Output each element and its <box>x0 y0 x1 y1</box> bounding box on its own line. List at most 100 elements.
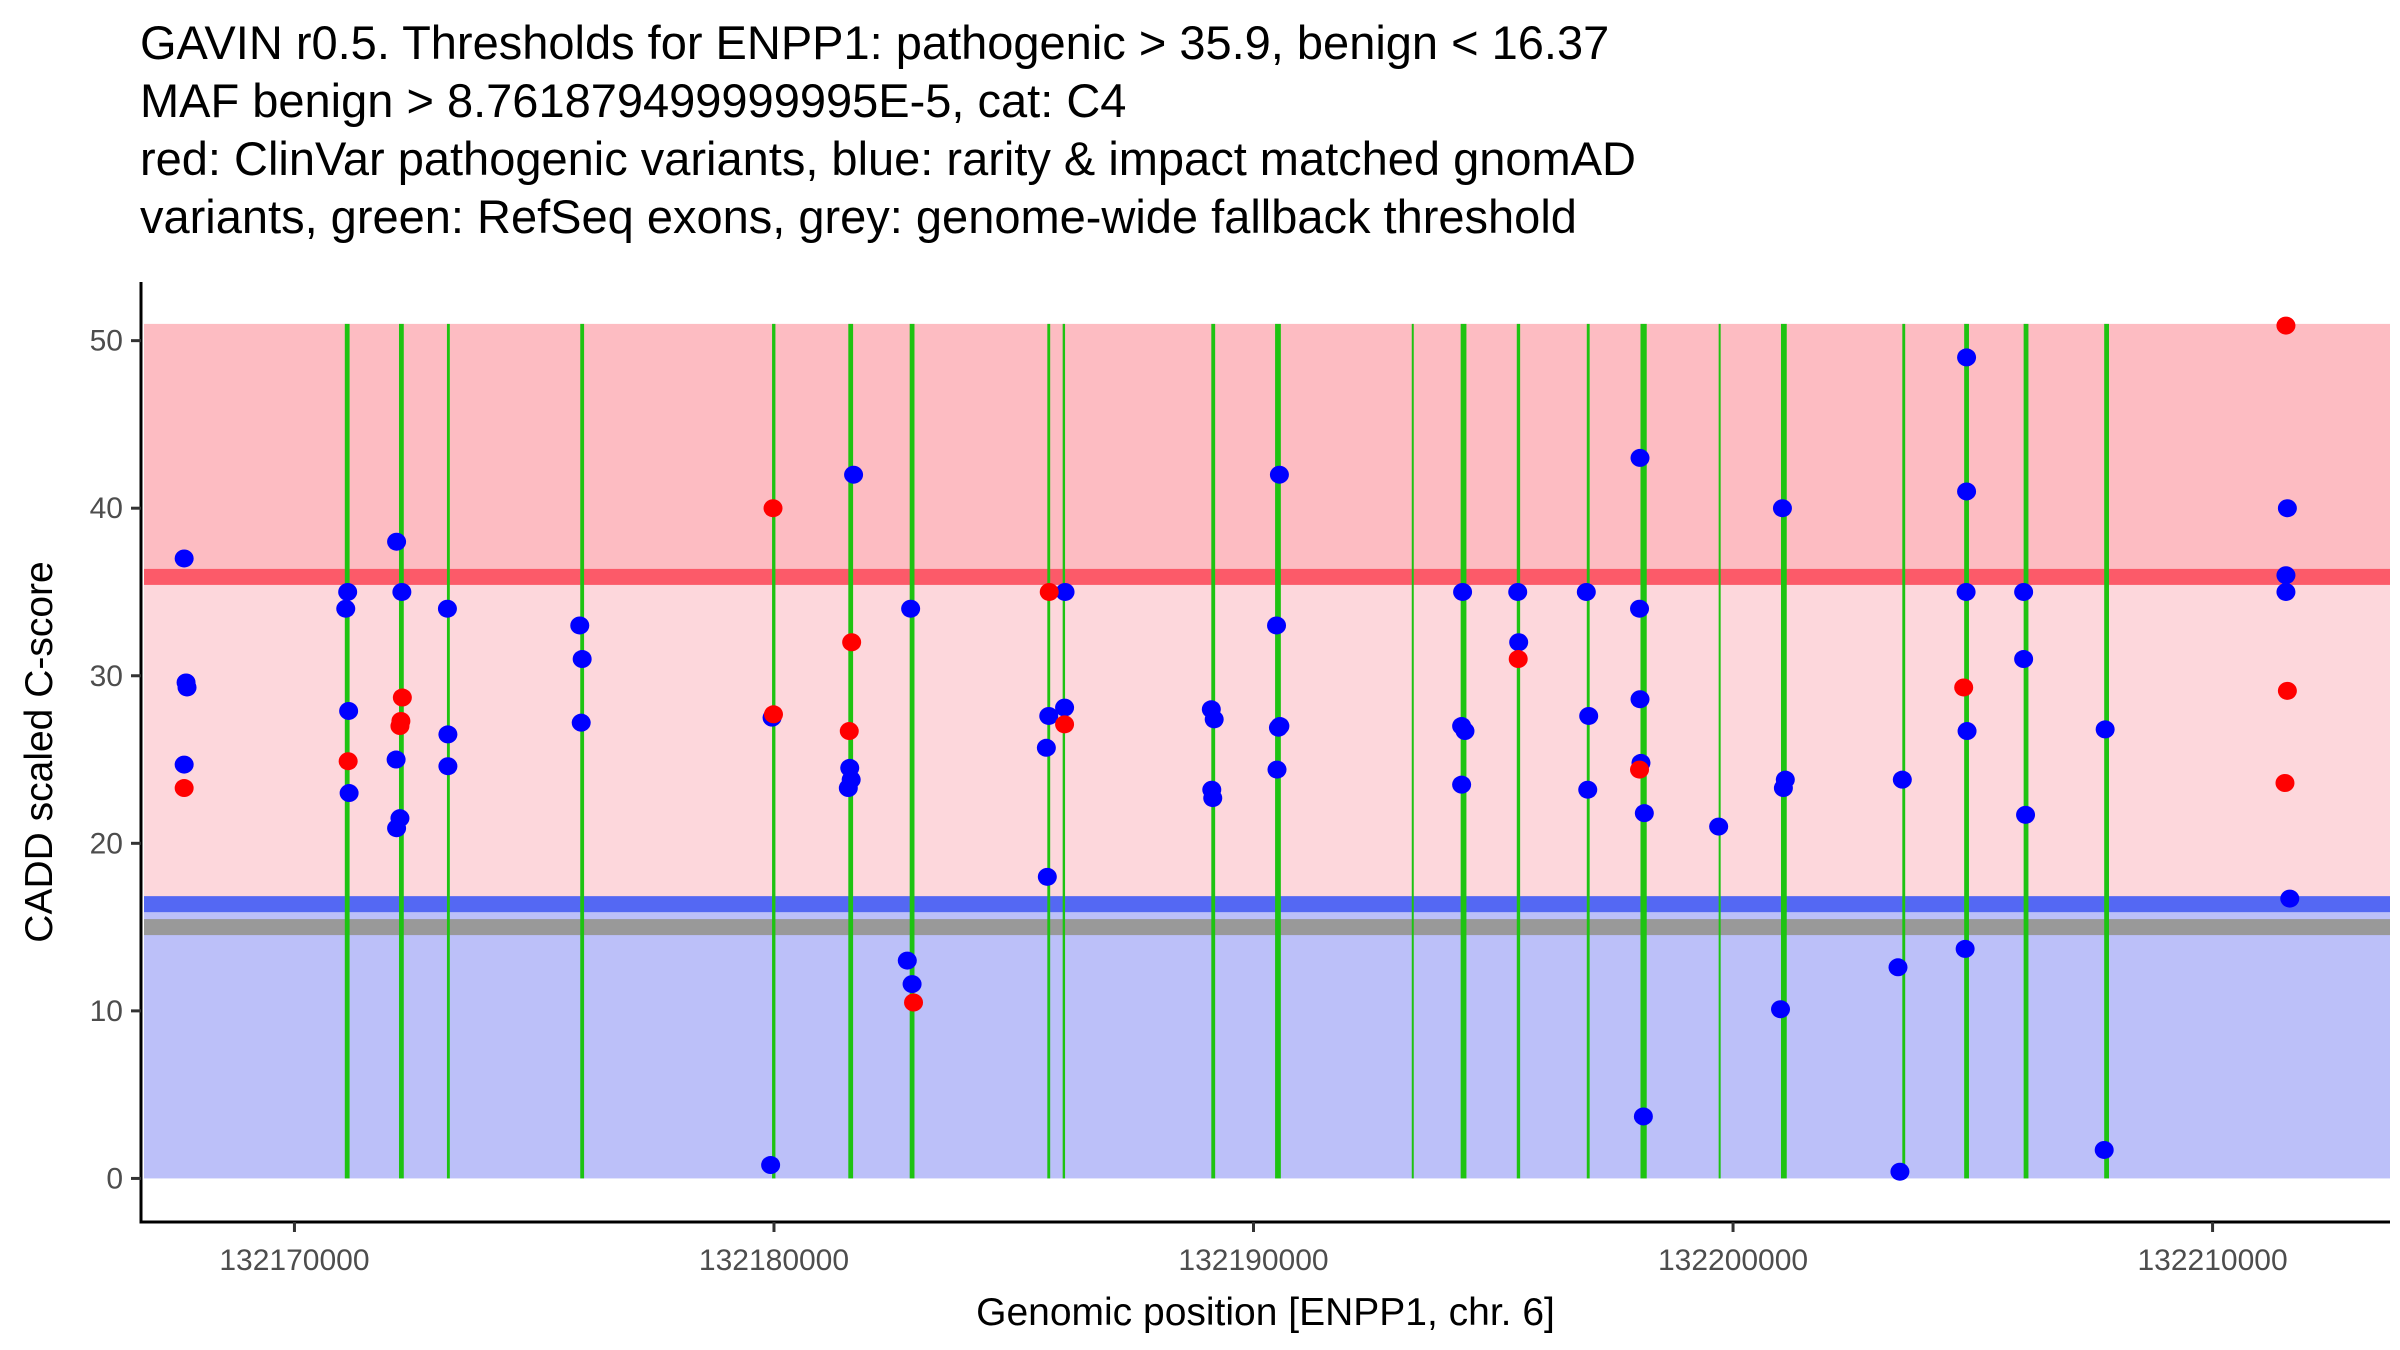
y-tick-label: 10 <box>90 995 123 1028</box>
gnomad-point <box>897 951 917 970</box>
vus-band <box>144 576 2390 905</box>
gnomad-point <box>1578 780 1598 799</box>
clinvar-point <box>763 499 783 518</box>
benign-band <box>144 904 2390 1179</box>
gnomad-point <box>1203 789 1223 808</box>
clinvar-point <box>2277 681 2297 700</box>
exon-line <box>909 323 915 1179</box>
exon-line <box>2023 323 2029 1179</box>
gnomad-point <box>1508 582 1528 601</box>
gnomad-point <box>1039 706 1059 725</box>
exon-line <box>1211 323 1216 1179</box>
clinvar-point <box>842 633 862 652</box>
gnomad-point <box>2276 566 2296 585</box>
y-tick-label: 30 <box>90 660 123 693</box>
gnomad-point <box>1709 817 1729 836</box>
gnomad-point <box>1036 738 1056 757</box>
gnomad-point <box>2014 582 2034 601</box>
gnomad-point <box>1453 582 1473 601</box>
exon-line <box>398 323 404 1179</box>
x-tick-label: 132180000 <box>699 1244 849 1277</box>
gnomad-point <box>1452 775 1472 794</box>
gnomad-point <box>1956 582 1976 601</box>
exon-line <box>1640 323 1647 1179</box>
clinvar-point <box>1039 582 1059 601</box>
y-tick-label: 20 <box>90 827 123 860</box>
gnomad-point <box>1055 698 1075 717</box>
x-tick-label: 132200000 <box>1658 1244 1808 1277</box>
gnomad-point <box>438 757 458 776</box>
gnomad-point <box>1630 448 1650 467</box>
gnomad-point <box>1633 1107 1653 1126</box>
gnomad-point <box>570 616 590 635</box>
gnomad-point <box>438 725 458 744</box>
exon-line <box>1902 323 1906 1179</box>
gnomad-point <box>1269 465 1289 484</box>
pathogenic-band <box>144 323 2390 577</box>
gnomad-point <box>1772 499 1792 518</box>
gnomad-point <box>1888 958 1908 977</box>
fallback-threshold-line <box>144 919 2390 936</box>
gnomad-point <box>1890 1162 1910 1181</box>
gnomad-point <box>1630 599 1650 618</box>
exon-line <box>1586 323 1590 1179</box>
clinvar-point <box>904 993 924 1012</box>
exon-line <box>1275 323 1281 1179</box>
title-line-1: GAVIN r0.5. Thresholds for ENPP1: pathog… <box>140 16 1610 69</box>
gnomad-point <box>1268 718 1288 737</box>
y-tick-label: 0 <box>106 1162 123 1195</box>
gnomad-point <box>1957 348 1977 367</box>
gnomad-point <box>1267 616 1287 635</box>
gnomad-point <box>174 755 194 774</box>
gnomad-point <box>392 582 412 601</box>
gnomad-point <box>1892 770 1912 789</box>
gnomad-point <box>1634 804 1654 823</box>
threshold-bands <box>144 323 2390 1179</box>
gnomad-point <box>386 750 406 769</box>
gnomad-point <box>387 819 407 838</box>
gnomad-point <box>1957 722 1977 741</box>
gnomad-point <box>177 678 197 697</box>
clinvar-point <box>390 717 410 736</box>
gnomad-point <box>1037 867 1057 886</box>
clinvar-point <box>2275 773 2295 792</box>
benign-threshold-line <box>144 896 2390 913</box>
gnomad-point <box>838 779 858 798</box>
title-line-4: variants, green: RefSeq exons, grey: gen… <box>140 190 1577 243</box>
exon-line <box>772 323 776 1179</box>
x-tick-label: 132170000 <box>219 1244 369 1277</box>
gnomad-point <box>336 599 356 618</box>
gnomad-point <box>2280 889 2300 908</box>
exon-lines <box>344 323 2109 1179</box>
gnomad-point <box>902 975 922 994</box>
exon-line <box>2104 323 2109 1179</box>
gnomad-point <box>1579 706 1599 725</box>
gnomad-point <box>174 549 194 568</box>
x-axis-title: Genomic position [ENPP1, chr. 6] <box>976 1291 1555 1334</box>
title-line-3: red: ClinVar pathogenic variants, blue: … <box>140 132 1636 185</box>
gnomad-point <box>387 532 407 551</box>
y-tick-label: 40 <box>90 492 123 525</box>
clinvar-point <box>2276 316 2296 335</box>
gnomad-point <box>339 701 359 720</box>
x-ticks: 132170000 132180000 132190000 132200000 1322… <box>219 1222 2288 1277</box>
exon-line <box>1460 323 1467 1179</box>
gnomad-point <box>2094 1140 2114 1159</box>
gnomad-point <box>1055 582 1075 601</box>
gnomad-point <box>761 1156 781 1175</box>
clinvar-point <box>338 752 358 771</box>
gnomad-point <box>2277 499 2297 518</box>
exon-line <box>848 323 854 1179</box>
exon-line <box>1062 323 1066 1179</box>
gnomad-point <box>1204 710 1224 729</box>
exon-line <box>344 323 350 1179</box>
title-line-2: MAF benign > 8.761879499999995E-5, cat: … <box>140 74 1127 127</box>
y-ticks: 0 10 20 30 40 50 <box>90 325 141 1195</box>
gnomad-point <box>571 713 591 732</box>
exon-line <box>446 323 450 1179</box>
clinvar-point <box>1954 678 1974 697</box>
clinvar-point <box>1508 650 1528 669</box>
exon-line <box>1516 323 1521 1179</box>
y-axis-title: CADD scaled C-score <box>18 561 61 942</box>
